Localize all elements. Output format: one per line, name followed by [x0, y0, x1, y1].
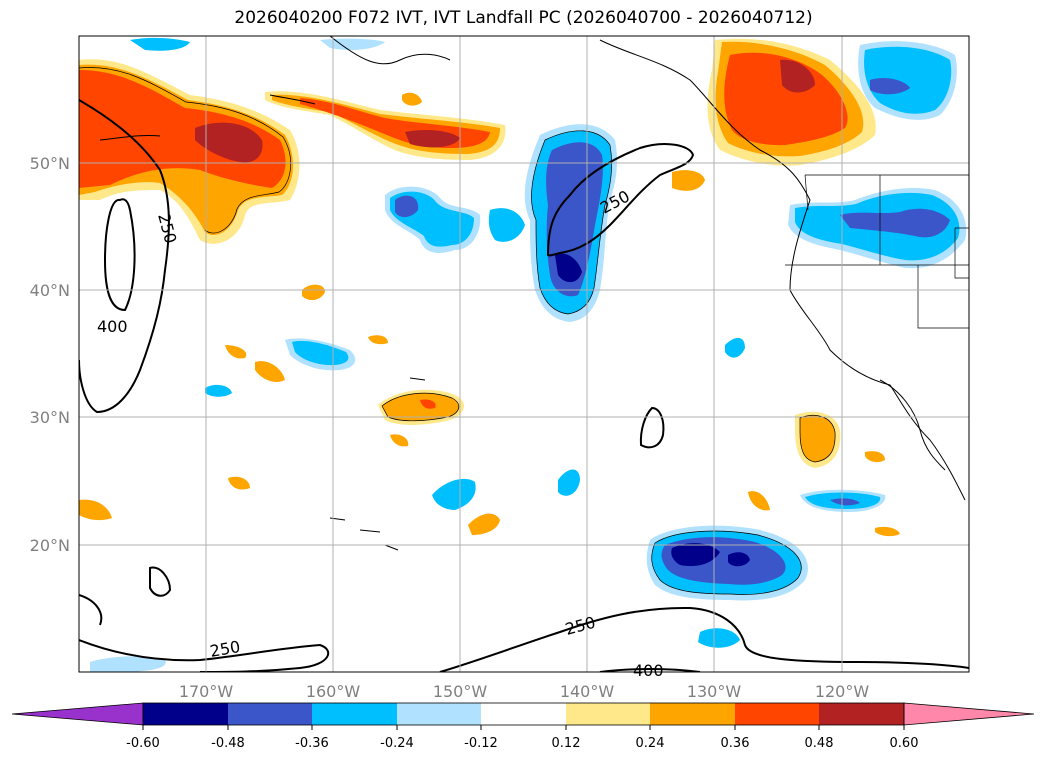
colorbar-extend-low	[11, 702, 144, 726]
contour-label-400-west: 400	[97, 317, 128, 336]
map-frame	[78, 35, 970, 673]
colorbar-tick: -0.60	[126, 736, 160, 751]
lon-label-140w: 140°W	[560, 682, 615, 701]
ivt-shading	[79, 37, 967, 672]
map-gridlines	[79, 36, 969, 672]
colorbar-tick: -0.36	[295, 736, 329, 751]
colorbar-tick: 0.36	[721, 736, 750, 751]
colorbar-tick: 0.12	[552, 736, 581, 751]
colorbar-tick: -0.24	[380, 736, 414, 751]
colorbar-extend-high	[903, 702, 1035, 726]
state-borders	[785, 174, 969, 329]
lat-label-40n: 40°N	[30, 281, 70, 300]
lat-label-30n: 30°N	[30, 408, 70, 427]
lon-label-130w: 130°W	[687, 682, 742, 701]
lon-label-150w: 150°W	[433, 682, 488, 701]
colorbar-tick: 0.48	[805, 736, 834, 751]
lon-label-170w: 170°W	[179, 682, 234, 701]
lon-label-160w: 160°W	[306, 682, 361, 701]
longitude-labels: 170°W 160°W 150°W 140°W 130°W 120°W	[179, 682, 870, 701]
colorbar-tick: 0.60	[890, 736, 919, 751]
colorbar-tick: 0.24	[636, 736, 665, 751]
lat-label-20n: 20°N	[30, 536, 70, 555]
colorbar: -0.60 -0.48 -0.36 -0.24 -0.12 0.12 0.24 …	[11, 702, 1035, 751]
latitude-labels: 50°N 40°N 30°N 20°N	[30, 154, 70, 555]
chart-title: 2026040200 F072 IVT, IVT Landfall PC (20…	[234, 8, 813, 28]
colorbar-tick: -0.12	[464, 736, 498, 751]
lat-label-50n: 50°N	[30, 154, 70, 173]
lon-label-120w: 120°W	[815, 682, 870, 701]
ivt-contours	[79, 99, 969, 672]
contour-label-400-south: 400	[633, 661, 664, 680]
colorbar-tick: -0.48	[211, 736, 245, 751]
